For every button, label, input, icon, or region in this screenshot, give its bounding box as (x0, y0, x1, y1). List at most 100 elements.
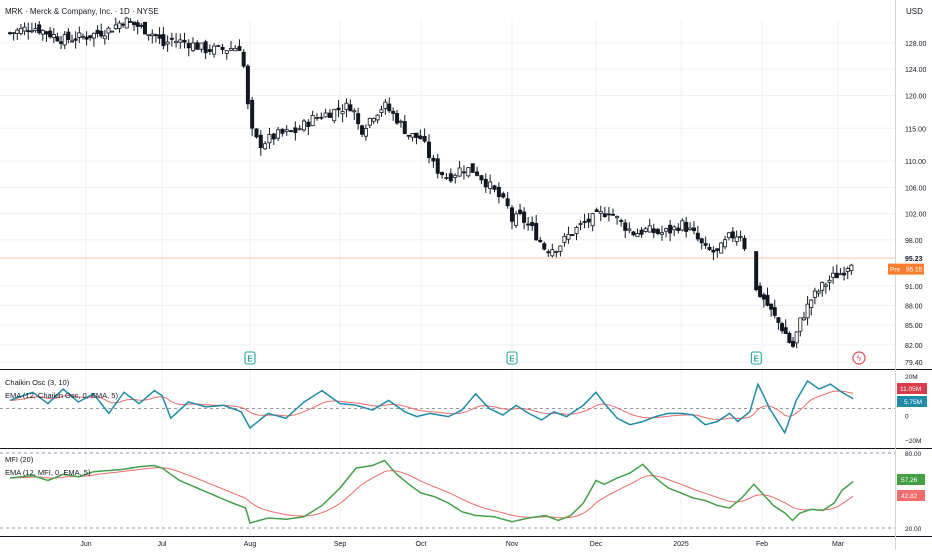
candle (254, 128, 259, 138)
candle (809, 299, 814, 308)
candle (574, 227, 579, 234)
chaikin-tick-label: −20M (905, 438, 921, 445)
candle (258, 134, 263, 148)
candle (558, 245, 563, 252)
dividend-icon (852, 351, 866, 365)
candle (220, 46, 225, 51)
candle (402, 121, 407, 134)
candle (174, 40, 179, 44)
candle (190, 42, 195, 51)
chaikin-label[interactable]: Chaikin Osc (3, 10) (5, 378, 70, 387)
candle (44, 31, 49, 35)
candle (212, 45, 217, 55)
candle (29, 30, 34, 33)
x-axis-month-label: Jul (158, 541, 167, 548)
price-tick-label: 85.00 (905, 323, 923, 330)
candle (280, 128, 285, 134)
candle (453, 174, 458, 178)
candle (838, 273, 843, 276)
candle (514, 213, 519, 226)
candle (250, 99, 255, 129)
candle (306, 121, 311, 127)
candle (233, 47, 238, 52)
candle (383, 101, 388, 109)
candle (178, 39, 183, 43)
candle (582, 221, 587, 223)
candle (530, 221, 535, 227)
candle (758, 285, 763, 297)
price-tick-label: 79.40 (905, 360, 923, 367)
candle (340, 111, 345, 115)
pre-value-badge (904, 263, 924, 275)
x-axis-month-label: Nov (506, 541, 519, 548)
candle (356, 113, 361, 125)
x-axis-month-label: Oct (416, 541, 427, 548)
candle (375, 114, 380, 121)
candle (483, 178, 488, 188)
candle (84, 36, 89, 40)
candle (816, 290, 821, 294)
mfi-ema-line (9, 467, 854, 519)
candle (542, 243, 547, 250)
chaikin-ema-label[interactable]: EMA (12, Chaikin Osc, 0, EMA, 5) (5, 391, 118, 400)
candle (562, 236, 567, 243)
candle (139, 24, 144, 27)
price-tick-label: 88.00 (905, 304, 923, 311)
candle (182, 39, 187, 43)
price-tick-label: 110.00 (905, 159, 926, 166)
candle (169, 37, 174, 40)
candle (444, 177, 449, 179)
candle (367, 117, 372, 126)
candle (772, 307, 777, 316)
candle (150, 33, 155, 37)
candle (186, 42, 191, 49)
chaikin-tick-label: 20M (905, 374, 918, 381)
candle (655, 228, 660, 234)
candle (509, 207, 514, 222)
candle (754, 251, 759, 291)
candle (327, 112, 332, 118)
candle (284, 129, 289, 132)
candle (289, 130, 294, 132)
candle (647, 225, 652, 233)
currency-label: USD (906, 7, 923, 16)
candle (124, 17, 129, 29)
candle (26, 30, 31, 33)
candle (849, 264, 854, 272)
candle (734, 236, 739, 242)
candle (395, 113, 400, 124)
candle (157, 34, 162, 39)
candle (566, 233, 571, 240)
candle (691, 227, 696, 232)
candle (142, 21, 147, 35)
candle (352, 110, 357, 113)
earnings-icon (244, 351, 256, 365)
candle (161, 34, 166, 47)
mfi-ema-label[interactable]: EMA (12, MFI, 0, EMA, 5) (5, 468, 91, 477)
candle (668, 224, 673, 234)
candle (684, 221, 689, 232)
candle (461, 171, 466, 174)
candle (418, 135, 423, 140)
candle (457, 167, 462, 177)
candle (360, 125, 365, 135)
candle (479, 175, 484, 181)
candle (488, 181, 493, 189)
candle (664, 228, 669, 232)
x-axis-month-label: Mar (832, 541, 845, 548)
candle (332, 109, 337, 122)
candle (146, 34, 151, 37)
x-axis-month-label: Aug (244, 541, 257, 548)
candle (783, 327, 788, 335)
mfi-value-text: 57.26 (901, 477, 918, 484)
mfi-badge (897, 474, 925, 485)
candle (798, 317, 803, 332)
candle (297, 128, 302, 131)
symbol-title[interactable]: MRK · Merck & Company, Inc. · 1D · NYSE (5, 7, 159, 16)
chaikin-badge (897, 396, 927, 407)
candle (276, 129, 281, 139)
mfi-label[interactable]: MFI (20) (5, 455, 34, 464)
candle (606, 213, 611, 216)
